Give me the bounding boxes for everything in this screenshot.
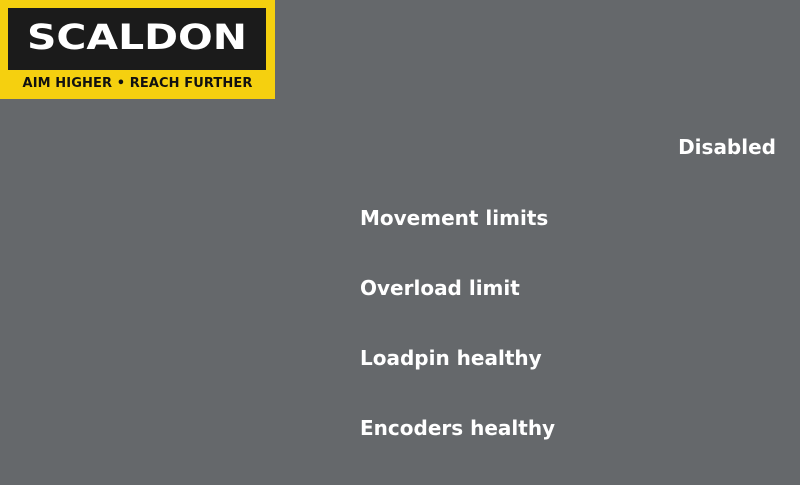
svg-text:SCALDON: SCALDON [27,18,247,58]
system-status: Disabled [678,135,776,159]
check-encoders-healthy: Encoders healthy [360,416,556,440]
check-list: Movement limits Overload limit Loadpin h… [360,205,555,485]
check-loadpin-healthy: Loadpin healthy [360,346,542,370]
logo-wordmark: SCALDON [27,18,247,58]
logo-tagline: AIM HIGHER • REACH FURTHER [22,76,253,91]
brand-logo: SCALDON AIM HIGHER • REACH FURTHER [0,0,275,99]
check-overload-limit: Overload limit [360,276,520,300]
logo-wordmark-panel: SCALDON [8,8,266,70]
check-movement-limits: Movement limits [360,206,549,230]
